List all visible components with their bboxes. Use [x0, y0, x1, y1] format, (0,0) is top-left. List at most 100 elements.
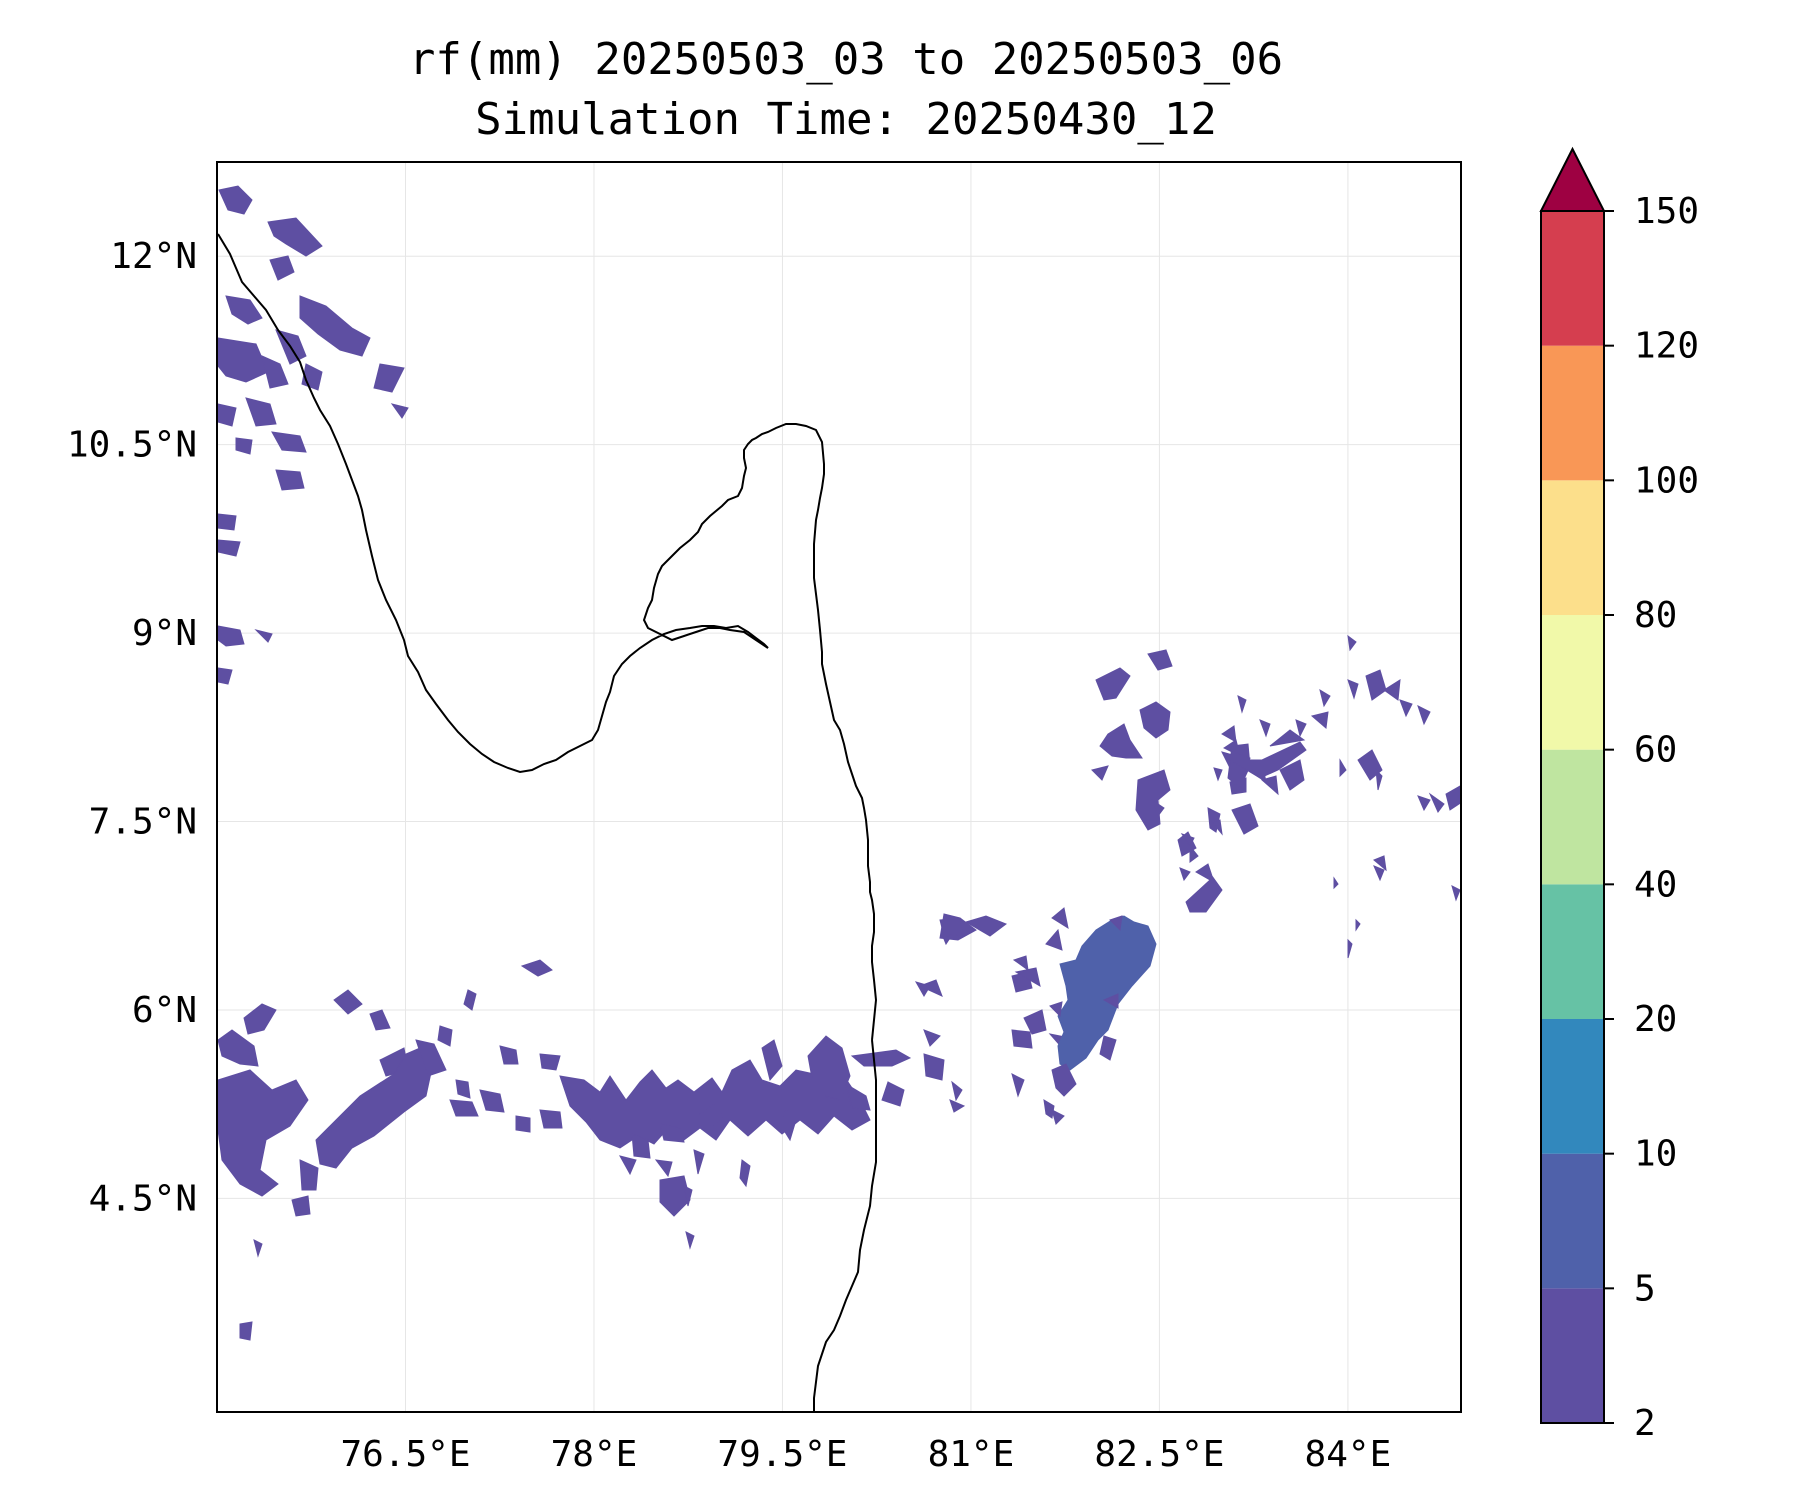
x-tick-label: 81°E [928, 1434, 1015, 1475]
rain-patch [1237, 695, 1247, 714]
rain-patch [235, 437, 253, 455]
rain-patch [369, 1009, 391, 1031]
rain-patch [299, 295, 371, 357]
rain-patch [1051, 1109, 1065, 1125]
rain-patch [1347, 634, 1357, 652]
rain-patch [1260, 775, 1279, 796]
rain-patch [1355, 918, 1361, 932]
rain-patch [1279, 759, 1305, 791]
rain-patch [315, 1047, 433, 1169]
rain-patch [654, 1159, 673, 1178]
colorbar-tick-label: 150 [1634, 191, 1699, 232]
colorbar-extend-arrow [1539, 146, 1606, 212]
rain-patch [807, 1035, 851, 1101]
rain-patch [463, 989, 477, 1011]
rain-patch [1339, 758, 1347, 778]
x-tick-label: 82.5°E [1094, 1434, 1224, 1475]
india-coastline-north [813, 1039, 877, 1412]
rain-patch [761, 1039, 783, 1082]
colorbar-tick-label: 20 [1634, 999, 1677, 1040]
rain-patch [299, 1159, 319, 1191]
y-tick-label: 4.5°N [89, 1178, 197, 1219]
rain-patch [245, 397, 277, 427]
rain-patch [739, 1159, 751, 1188]
colorbar-segment [1541, 211, 1604, 346]
colorbar-tick-label: 2 [1634, 1403, 1656, 1444]
rain-patch [918, 979, 943, 997]
rain-patch [1102, 993, 1119, 1009]
rain-patch [1231, 803, 1259, 835]
rain-patch [449, 1099, 479, 1117]
rain-patch [217, 513, 237, 531]
rain-patch [914, 981, 931, 997]
rain-patch [373, 363, 405, 393]
rain-patch [1347, 938, 1353, 959]
x-tick-label: 79.5°E [717, 1434, 847, 1475]
rain-patch [1189, 844, 1199, 863]
rain-patch [275, 469, 305, 491]
y-tick-label: 7.5°N [89, 802, 197, 843]
rain-patch [269, 255, 295, 281]
rain-patch [1333, 876, 1339, 890]
rain-patch [1373, 865, 1385, 882]
rain-patch [218, 185, 253, 215]
rain-patch [225, 295, 263, 325]
y-tick-label: 9°N [132, 613, 197, 654]
rain-patch [1451, 885, 1461, 902]
rain-patch [683, 1185, 693, 1207]
rain-patch [499, 1045, 519, 1065]
rain-patch [1051, 907, 1069, 930]
rain-patch [437, 1025, 453, 1047]
india-coastline [217, 233, 878, 1041]
rain-patch [1259, 719, 1271, 738]
rain-patch [455, 1079, 471, 1099]
y-tick-label: 12°N [110, 236, 197, 277]
rain-patch [1221, 725, 1237, 743]
colorbar-segment [1541, 1288, 1604, 1423]
rain-patch [1295, 719, 1307, 738]
rain-patch [1269, 729, 1306, 747]
rain-patch [1011, 1029, 1033, 1049]
rain-patch [1012, 955, 1029, 972]
map-area [217, 162, 1461, 1412]
colorbar-tick-label: 80 [1634, 595, 1677, 636]
x-tick-label: 76.5°E [340, 1434, 470, 1475]
rain-patch [923, 1053, 945, 1081]
rain-patch [1375, 768, 1383, 791]
rain-patch [1373, 855, 1387, 872]
rain-patch [267, 217, 323, 257]
colorbar-segment [1541, 749, 1604, 885]
rain-patch [1091, 765, 1109, 781]
y-tick-label: 10.5°N [67, 425, 197, 466]
colorbar-segment [1541, 884, 1604, 1019]
colorbar-tick-label: 100 [1634, 460, 1699, 501]
rain-patch [271, 431, 307, 453]
rain-patch [685, 1231, 695, 1250]
rain-patch [1347, 679, 1359, 700]
rain-patch [1147, 649, 1173, 671]
rain-patch [1014, 967, 1041, 988]
map-frame [216, 161, 1462, 1413]
rain-patch [1428, 792, 1445, 813]
colorbar-tick-label: 40 [1634, 864, 1677, 905]
rain-patch [1043, 1099, 1055, 1119]
colorbar-segment [1541, 615, 1604, 750]
rain-patch [659, 1175, 691, 1217]
rain-patch [619, 1155, 637, 1176]
rain-patch [693, 1149, 705, 1175]
rain-patch [1445, 785, 1461, 811]
rain-patch [1319, 688, 1331, 708]
rain-patch [699, 1103, 725, 1127]
rain-patch [845, 1082, 871, 1111]
rain-patch [1109, 915, 1123, 932]
colorbar-segment [1541, 1019, 1604, 1154]
colorbar-tick-label: 10 [1634, 1134, 1677, 1175]
rain-patch [479, 1089, 505, 1113]
rain-patch [1228, 741, 1307, 779]
rain-patch [1310, 711, 1329, 729]
colorbar-segment [1541, 1153, 1604, 1289]
rain-patch [239, 1321, 253, 1341]
rain-patch [333, 989, 363, 1015]
y-axis-ticks: 12°N 10.5°N 9°N 7.5°N 6°N 4.5°N [67, 236, 197, 1219]
map-title: rf(mm) 20250503_03 to 20250503_06 [409, 34, 1283, 85]
